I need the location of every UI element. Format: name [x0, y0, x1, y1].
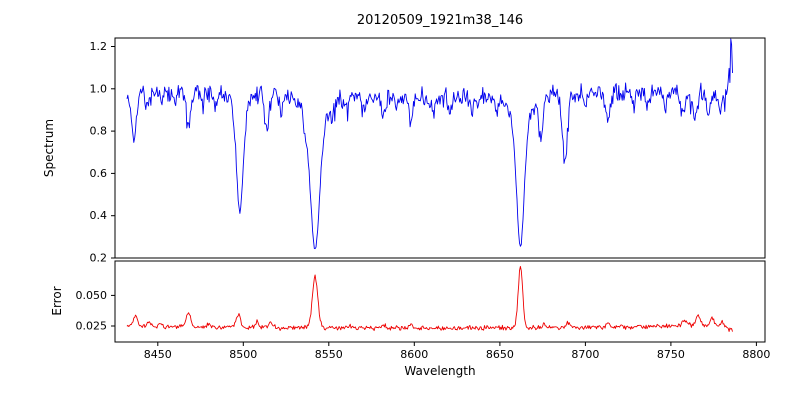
spectrum-line: [126, 38, 733, 250]
x-tick-label: 8550: [315, 348, 343, 361]
y-tick-label: 1.0: [90, 82, 108, 95]
error-line: [126, 265, 733, 332]
x-tick-label: 8450: [144, 348, 172, 361]
y-tick-label: 0.6: [90, 167, 108, 180]
x-tick-label: 8650: [486, 348, 514, 361]
spectrum-axes-frame: [114, 37, 766, 259]
y-tick-label: 0.4: [90, 209, 108, 222]
y-tick-label: 0.2: [90, 252, 108, 265]
x-axis-label: Wavelength: [404, 364, 476, 378]
error-axes-frame: [114, 260, 766, 343]
x-tick-label: 8800: [742, 348, 770, 361]
y-tick-label: 0.050: [76, 289, 108, 302]
x-tick-label: 8700: [571, 348, 599, 361]
x-tick-label: 8750: [657, 348, 685, 361]
y-tick-label: 0.025: [76, 320, 108, 333]
chart-title: 20120509_1921m38_146: [356, 13, 524, 28]
y-tick-label: 0.8: [90, 125, 108, 138]
x-tick-label: 8600: [400, 348, 428, 361]
x-tick-label: 8500: [229, 348, 257, 361]
y-tick-label: 1.2: [90, 40, 108, 53]
